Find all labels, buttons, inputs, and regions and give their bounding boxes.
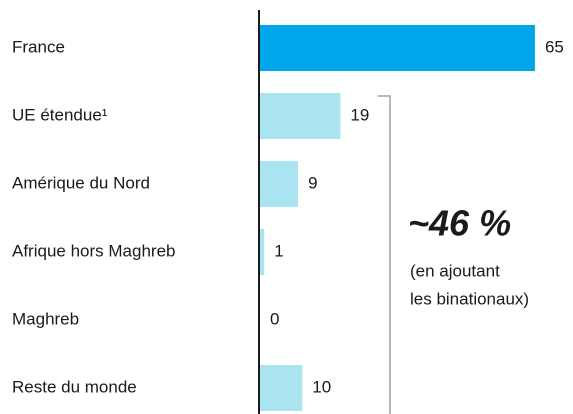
annotation-line: (en ajoutant: [410, 261, 500, 280]
category-label: Maghreb: [12, 309, 79, 328]
bar: [260, 93, 341, 139]
category-label: Amérique du Nord: [12, 173, 150, 192]
value-label: 19: [350, 105, 369, 124]
value-label: 1: [274, 241, 283, 260]
bar: [260, 229, 265, 275]
annotation-line: les binationaux): [410, 289, 529, 308]
bar: [260, 25, 535, 71]
value-label: 0: [270, 309, 279, 328]
annotation-title: ~46 %: [408, 203, 511, 244]
category-label: Reste du monde: [12, 377, 137, 396]
bracket: [378, 95, 391, 414]
bar: [260, 161, 299, 207]
value-label: 65: [545, 37, 564, 56]
category-label: France: [12, 37, 65, 56]
category-label: Afrique hors Maghreb: [12, 241, 175, 260]
bar: [260, 365, 303, 411]
value-label: 9: [308, 173, 317, 192]
category-label: UE étendue¹: [12, 105, 108, 124]
value-label: 10: [312, 377, 331, 396]
